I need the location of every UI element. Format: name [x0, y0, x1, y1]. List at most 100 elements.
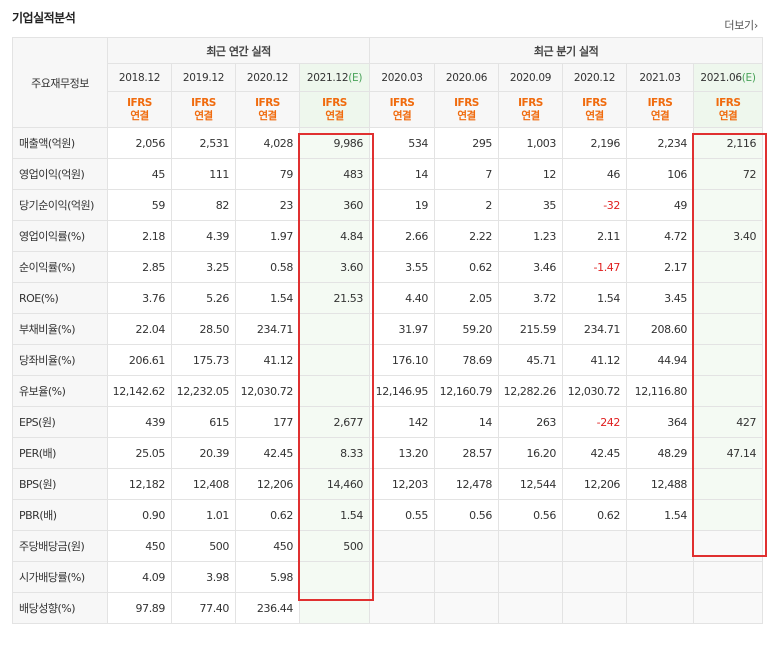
quarter-value-cell — [562, 530, 628, 562]
annual-value-cell: 236.44 — [235, 592, 300, 624]
quarter-value-cell: 12,478 — [434, 468, 500, 500]
quarter-value-cell: 59.20 — [434, 313, 500, 345]
ifrs-basis-header: IFRS 연결 — [369, 91, 436, 128]
quarter-value-cell — [626, 530, 695, 562]
annual-value-cell: 4.84 — [298, 220, 371, 252]
quarter-value-cell: 3.40 — [693, 220, 764, 252]
ifrs-basis-header: IFRS 연결 — [298, 91, 371, 128]
table-row: 순이익률(%) 2.85 3.25 0.58 3.60 3.55 0.62 3.46 -1.47… — [12, 251, 764, 283]
table-row: ROE(%) 3.76 5.26 1.54 21.53 4.40 2.05 3.72 1.54 3… — [12, 282, 764, 314]
quarter-value-cell: 16.20 — [498, 437, 564, 469]
quarter-value-cell: -242 — [562, 406, 628, 438]
ifrs-label: IFRS — [582, 96, 607, 109]
table-row: 영업이익(억원) 45 111 79 483 14 7 12 46 106 72 — [12, 158, 764, 190]
quarter-value-cell: 2.17 — [626, 251, 695, 283]
chevron-right-icon: › — [753, 19, 758, 32]
estimate-marker: (E) — [348, 71, 363, 84]
consolidated-label: 연결 — [325, 109, 344, 122]
consolidated-label: 연결 — [194, 109, 213, 122]
annual-value-cell: 12,030.72 — [235, 375, 300, 407]
quarter-value-cell: 534 — [369, 127, 436, 159]
quarter-value-cell: 44.94 — [626, 344, 695, 376]
period-label: 2021.03 — [639, 71, 681, 84]
more-link[interactable]: 더보기› — [724, 17, 758, 33]
table-row: 매출액(억원) 2,056 2,531 4,028 9,986 534 295 1,003 2,… — [12, 127, 764, 159]
quarter-value-cell: 176.10 — [369, 344, 436, 376]
annual-value-cell: 2,531 — [171, 127, 236, 159]
quarter-value-cell — [693, 344, 764, 376]
more-label: 더보기 — [724, 19, 754, 32]
row-label: 영업이익(억원) — [12, 158, 108, 190]
annual-value-cell: 615 — [171, 406, 236, 438]
consolidated-label: 연결 — [718, 109, 738, 122]
estimate-marker: (E) — [741, 71, 756, 84]
annual-value-cell: 20.39 — [171, 437, 236, 469]
quarter-value-cell — [562, 592, 628, 624]
period-label: 2020.12 — [246, 71, 289, 84]
quarter-value-cell — [693, 561, 764, 593]
annual-value-cell: 360 — [298, 189, 371, 221]
annual-value-cell: 439 — [107, 406, 172, 438]
quarter-value-cell: 2,116 — [693, 127, 764, 159]
annual-value-cell: 3.98 — [171, 561, 236, 593]
quarter-value-cell — [498, 530, 564, 562]
annual-value-cell: 5.26 — [171, 282, 236, 314]
ifrs-label: IFRS — [255, 96, 280, 109]
annual-value-cell: 14,460 — [298, 468, 371, 500]
quarter-value-cell: 14 — [369, 158, 436, 190]
annual-value-cell: 500 — [298, 530, 371, 562]
quarter-value-cell: 12 — [498, 158, 564, 190]
ifrs-basis-header: IFRS 연결 — [626, 91, 695, 128]
annual-value-cell: 3.60 — [298, 251, 371, 283]
annual-value-cell: 2,677 — [298, 406, 371, 438]
table-row: BPS(원) 12,182 12,408 12,206 14,460 12,203 12,4… — [12, 468, 764, 500]
annual-value-cell: 5.98 — [235, 561, 300, 593]
quarter-period-header: 2020.03 — [369, 63, 436, 92]
quarter-value-cell — [693, 313, 764, 345]
quarter-value-cell: 2 — [434, 189, 500, 221]
quarter-value-cell: 42.45 — [562, 437, 628, 469]
annual-value-cell: 4,028 — [235, 127, 300, 159]
period-label: 2020.03 — [381, 71, 423, 84]
quarter-value-cell — [693, 375, 764, 407]
ifrs-label: IFRS — [715, 96, 741, 109]
quarter-value-cell: 364 — [626, 406, 695, 438]
annual-value-cell: 22.04 — [107, 313, 172, 345]
annual-value-cell: 1.01 — [171, 499, 236, 531]
annual-value-cell: 12,408 — [171, 468, 236, 500]
quarter-value-cell: 28.57 — [434, 437, 500, 469]
table-row: 영업이익률(%) 2.18 4.39 1.97 4.84 2.66 2.22 1.23 2.11… — [12, 220, 764, 252]
consolidated-label: 연결 — [650, 109, 670, 122]
quarter-value-cell: 78.69 — [434, 344, 500, 376]
annual-value-cell: 12,232.05 — [171, 375, 236, 407]
quarter-value-cell: 12,116.80 — [626, 375, 695, 407]
quarter-value-cell — [434, 561, 500, 593]
quarter-value-cell: 12,282.26 — [498, 375, 564, 407]
quarter-value-cell: 31.97 — [369, 313, 436, 345]
quarter-value-cell: 12,488 — [626, 468, 695, 500]
quarter-value-cell: 215.59 — [498, 313, 564, 345]
row-label: BPS(원) — [12, 468, 108, 500]
table-row: EPS(원) 439 615 177 2,677 142 14 263 -242 364 427 — [12, 406, 764, 438]
quarter-value-cell — [369, 592, 436, 624]
annual-value-cell: 79 — [235, 158, 300, 190]
annual-value-cell: 3.76 — [107, 282, 172, 314]
quarter-period-header: 2021.03 — [626, 63, 695, 92]
consolidated-label: 연결 — [457, 109, 476, 122]
table-row: 시가배당률(%) 4.09 3.98 5.98 — [12, 561, 764, 593]
row-label: 당좌비율(%) — [12, 344, 108, 376]
annual-period-header: 2020.12 — [235, 63, 300, 92]
quarter-value-cell — [498, 561, 564, 593]
row-label: 부채비율(%) — [12, 313, 108, 345]
ifrs-label: IFRS — [647, 96, 673, 109]
annual-value-cell: 59 — [107, 189, 172, 221]
quarter-value-cell — [626, 561, 695, 593]
annual-value-cell: 41.12 — [235, 344, 300, 376]
quarter-value-cell: 2.22 — [434, 220, 500, 252]
annual-value-cell: 0.58 — [235, 251, 300, 283]
quarter-value-cell: 1.54 — [562, 282, 628, 314]
table-row: 부채비율(%) 22.04 28.50 234.71 31.97 59.20 215.59 2… — [12, 313, 764, 345]
quarter-period-header: 2020.06 — [434, 63, 500, 92]
quarter-value-cell: 46 — [562, 158, 628, 190]
table-row: PER(배) 25.05 20.39 42.45 8.33 13.20 28.57 16.20… — [12, 437, 764, 469]
